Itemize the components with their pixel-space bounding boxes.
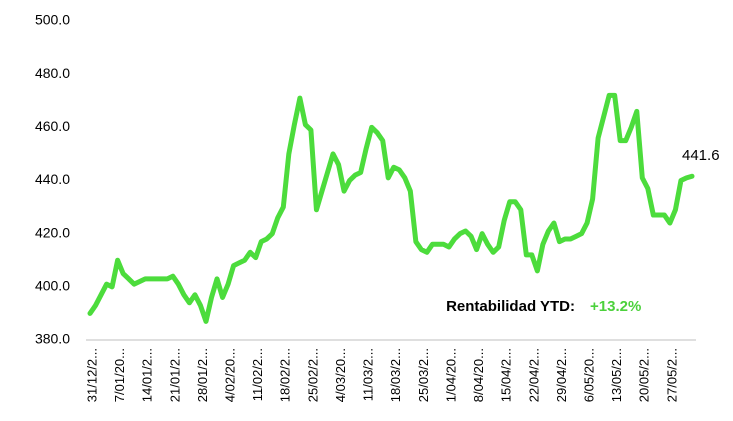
x-tick-label: 8/04/20... (471, 348, 486, 402)
x-tick-label: 25/02/2... (305, 348, 320, 402)
x-tick-label: 20/05/2... (637, 348, 652, 402)
line-series (87, 92, 695, 324)
data-label: 441.6 (682, 147, 720, 164)
annotation-value: +13.2% (590, 298, 641, 315)
x-tick-label: 22/04/2... (526, 348, 541, 402)
y-tick-label: 460.0 (35, 118, 70, 134)
x-tick-label: 13/05/2... (609, 348, 624, 402)
y-tick-label: 440.0 (35, 171, 70, 187)
x-tick-label: 21/01/2... (167, 348, 182, 402)
x-tick-label: 18/03/2... (388, 348, 403, 402)
x-tick-label: 25/03/2... (416, 348, 431, 402)
x-tick-label: 11/03/2... (361, 348, 376, 401)
annotation-label: Rentabilidad YTD: (446, 298, 575, 315)
y-tick-label: 500.0 (35, 12, 70, 28)
x-tick-label: 11/02/2... (250, 348, 265, 401)
x-tick-label: 4/02/20... (223, 348, 238, 402)
x-tick-label: 18/02/2... (278, 348, 293, 402)
x-tick-label: 28/01/2... (195, 348, 210, 402)
x-tick-label: 15/04/2... (499, 348, 514, 402)
x-tick-label: 4/03/20... (333, 348, 348, 402)
y-tick-label: 380.0 (35, 331, 70, 347)
x-tick-label: 29/04/2... (554, 348, 569, 402)
y-tick-label: 400.0 (35, 278, 70, 294)
x-tick-label: 7/01/20... (112, 348, 127, 402)
x-tick-label: 6/05/20... (582, 348, 597, 402)
x-tick-label: 27/05/2... (664, 348, 679, 402)
x-tick-label: 31/12/2... (84, 348, 99, 402)
y-tick-label: 420.0 (35, 224, 70, 240)
x-tick-label: 14/01/2... (140, 348, 155, 402)
x-tick-label: 1/04/20... (443, 348, 458, 402)
y-tick-label: 480.0 (35, 65, 70, 81)
